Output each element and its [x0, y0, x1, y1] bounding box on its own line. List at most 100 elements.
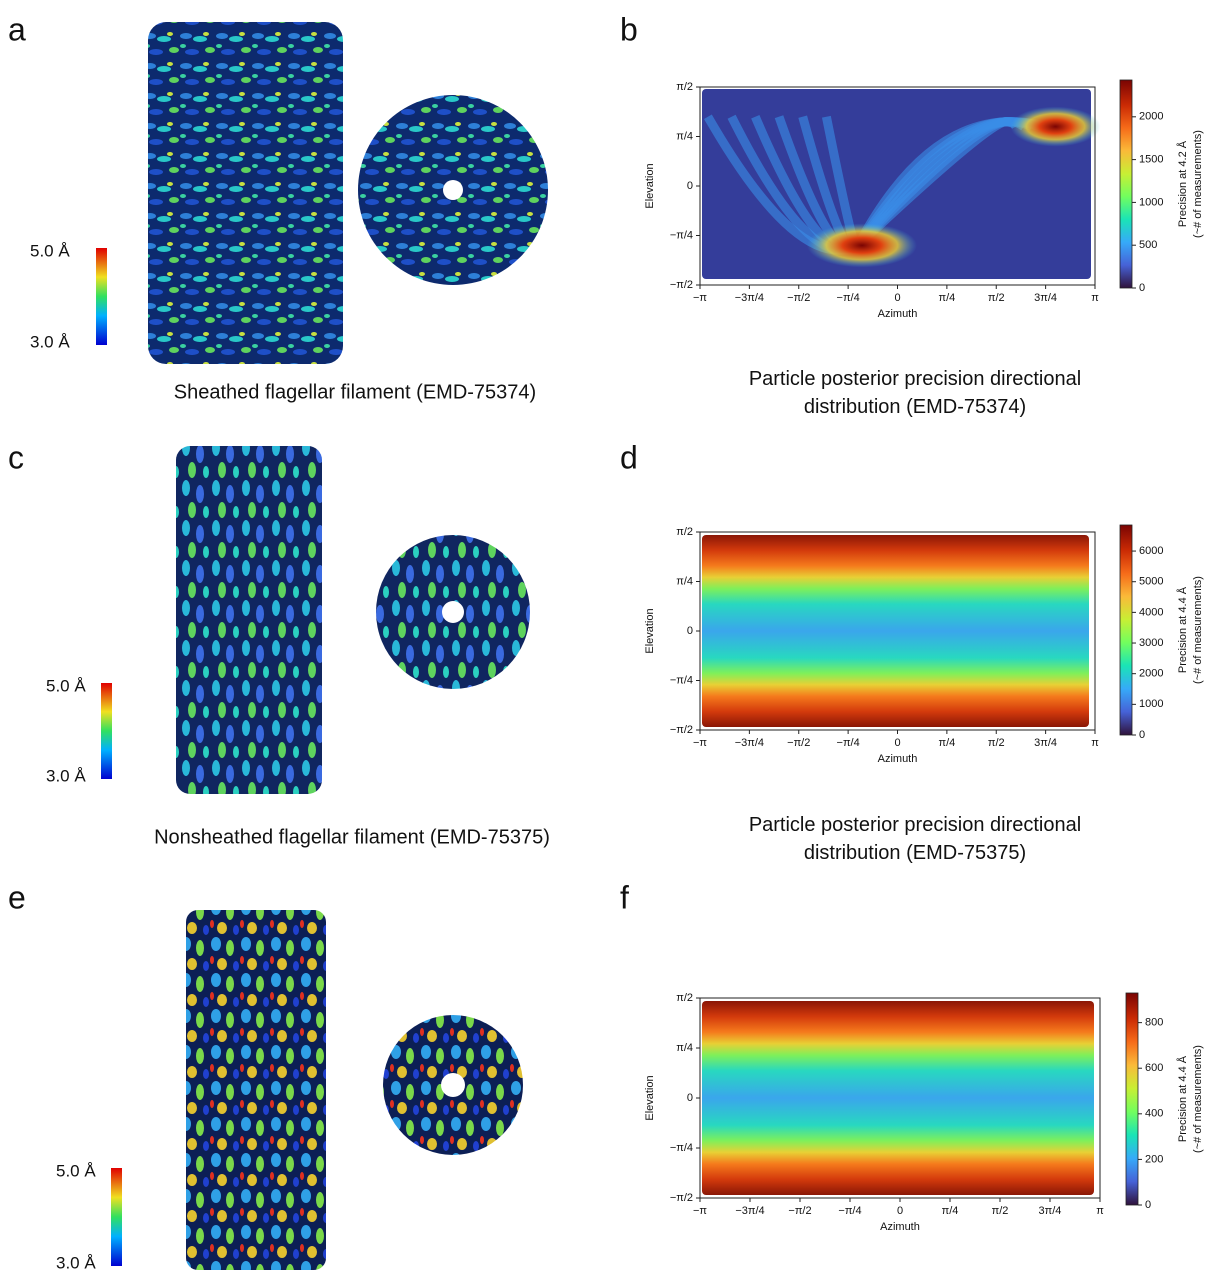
x-tick-label: 0 [894, 292, 900, 304]
x-tick-label: π [1096, 1205, 1104, 1217]
y-tick-label: π/2 [676, 526, 693, 538]
panel-letter: d [620, 439, 638, 475]
x-tick-label: π/4 [942, 1205, 959, 1217]
panel-letter: f [620, 879, 629, 915]
colorbar-tick-label: 0 [1145, 1199, 1151, 1211]
scale-max: 5.0 Å [56, 1161, 96, 1180]
colorbar-tick-label: 1000 [1139, 196, 1163, 208]
colorbar-tick-label: 800 [1145, 1017, 1163, 1029]
colorbar-tick-label: 500 [1139, 239, 1157, 251]
scale-max: 5.0 Å [46, 676, 86, 695]
y-axis-label: Elevation [644, 1075, 656, 1120]
panel-letter: b [620, 11, 638, 47]
x-tick-label: 0 [897, 1205, 903, 1217]
x-tick-label: −π [693, 737, 707, 749]
scale-bar [111, 1168, 122, 1266]
panel-letter: c [8, 439, 24, 475]
x-tick-label: π/2 [988, 737, 1005, 749]
colorbar-tick-label: 0 [1139, 729, 1145, 741]
x-tick-label: π/2 [992, 1205, 1009, 1217]
y-tick-label: −π/2 [670, 279, 693, 291]
caption: Particle posterior precision directional… [749, 814, 1081, 864]
colorbar-tick-label: 2000 [1139, 668, 1163, 680]
x-axis-label: Azimuth [878, 308, 918, 320]
colorbar [1119, 79, 1133, 289]
scale-max: 5.0 Å [30, 241, 70, 260]
x-tick-label: 3π/4 [1034, 737, 1057, 749]
heatmap-arc [854, 117, 1013, 249]
lumen [441, 1073, 465, 1097]
x-tick-label: −3π/4 [735, 737, 764, 749]
heatmap [702, 535, 1089, 727]
x-tick-label: −3π/4 [735, 1205, 764, 1217]
x-tick-label: −π/4 [837, 292, 860, 304]
colorbar-tick-label: 2000 [1139, 111, 1163, 123]
x-tick-label: −π [693, 292, 707, 304]
panel-letter: e [8, 879, 26, 915]
scale-min: 3.0 Å [46, 766, 86, 785]
y-tick-label: π/2 [676, 992, 693, 1004]
x-tick-label: −π/2 [788, 1205, 811, 1217]
x-tick-label: −π/2 [787, 292, 810, 304]
x-tick-label: 3π/4 [1034, 292, 1057, 304]
colorbar-tick-label: 6000 [1139, 545, 1163, 557]
y-tick-label: 0 [687, 1092, 693, 1104]
y-axis-label: Elevation [644, 163, 656, 208]
lumen [443, 180, 463, 200]
colorbar-label: (~# of measurements) [1192, 1045, 1204, 1153]
y-tick-label: π/4 [676, 575, 693, 587]
y-tick-label: −π/4 [670, 1142, 693, 1154]
y-tick-label: π/4 [676, 1042, 693, 1054]
x-tick-label: π [1091, 737, 1099, 749]
x-tick-label: −3π/4 [735, 292, 764, 304]
x-tick-label: π/2 [988, 292, 1005, 304]
filament-render [176, 446, 322, 794]
colorbar-tick-label: 0 [1139, 282, 1145, 294]
colorbar-tick-label: 5000 [1139, 576, 1163, 588]
colorbar-tick-label: 1500 [1139, 154, 1163, 166]
x-axis-label: Azimuth [878, 753, 918, 765]
caption: Sheathed flagellar filament (EMD-75374) [174, 381, 536, 403]
filament-render [186, 910, 326, 1270]
scale-bar [96, 248, 107, 345]
y-tick-label: −π/2 [670, 724, 693, 736]
panel-letter: a [8, 11, 26, 47]
x-tick-label: π [1091, 292, 1099, 304]
colorbar-label: Precision at 4.4 Å [1176, 1055, 1189, 1142]
colorbar-label: (~# of measurements) [1192, 130, 1204, 238]
y-tick-label: −π/2 [670, 1192, 693, 1204]
x-tick-label: 3π/4 [1039, 1205, 1062, 1217]
heatmap-peak [1010, 106, 1101, 147]
colorbar-label: Precision at 4.4 Å [1176, 586, 1189, 673]
y-tick-label: π/2 [676, 81, 693, 93]
x-tick-label: −π [693, 1205, 707, 1217]
x-tick-label: −π/2 [787, 737, 810, 749]
caption: Nonsheathed flagellar filament (EMD-7537… [154, 826, 550, 848]
x-tick-label: π/4 [938, 737, 955, 749]
x-tick-label: 0 [894, 737, 900, 749]
y-tick-label: 0 [687, 625, 693, 637]
y-tick-label: 0 [687, 180, 693, 192]
colorbar-tick-label: 3000 [1139, 637, 1163, 649]
caption: Particle posterior precision directional… [749, 368, 1081, 418]
y-tick-label: −π/4 [670, 229, 693, 241]
y-tick-label: −π/4 [670, 674, 693, 686]
colorbar-label: Precision at 4.2 Å [1176, 140, 1189, 227]
colorbar-tick-label: 200 [1145, 1153, 1163, 1165]
colorbar-tick-label: 4000 [1139, 606, 1163, 618]
colorbar-tick-label: 600 [1145, 1062, 1163, 1074]
colorbar [1119, 524, 1133, 736]
x-tick-label: π/4 [938, 292, 955, 304]
colorbar-tick-label: 1000 [1139, 698, 1163, 710]
x-axis-label: Azimuth [880, 1221, 920, 1233]
colorbar-label: (~# of measurements) [1192, 576, 1204, 684]
lumen [442, 601, 464, 623]
scale-min: 3.0 Å [30, 332, 70, 351]
filament-render [148, 22, 343, 364]
colorbar-tick-label: 400 [1145, 1108, 1163, 1120]
y-axis-label: Elevation [644, 608, 656, 653]
heatmap [702, 1001, 1094, 1195]
x-tick-label: −π/4 [837, 737, 860, 749]
y-tick-label: π/4 [676, 130, 693, 142]
